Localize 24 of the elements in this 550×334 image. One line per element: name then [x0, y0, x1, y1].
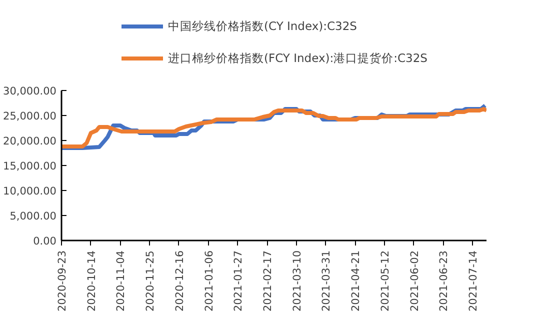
x-tick-label: 2020-12-16 [174, 250, 186, 312]
x-tick-label: 2021-02-17 [262, 250, 274, 312]
legend-label: 中国纱线价格指数(CY Index):C32S [168, 18, 357, 34]
x-tick-label: 2020-11-25 [144, 250, 157, 312]
legend-label: 进口棉纱价格指数(FCY Index):港口提货价:C32S [168, 50, 428, 66]
y-tick-label: 30,000.00 [3, 86, 57, 98]
x-tick-label: 2020-11-04 [115, 250, 128, 312]
x-tick-label: 2021-05-12 [379, 250, 392, 312]
y-tick-label: 0.00 [33, 236, 57, 248]
y-tick-label: 15,000.00 [3, 160, 57, 172]
x-tick-label: 2021-06-23 [438, 250, 450, 312]
x-tick-label: 2021-07-14 [468, 250, 480, 312]
x-tick-label: 2021-03-10 [291, 250, 304, 312]
x-tick-label: 2021-06-02 [408, 250, 421, 312]
x-tick-label: 2021-03-31 [320, 250, 333, 312]
y-tick-label: 20,000.00 [3, 136, 57, 148]
y-tick-label: 5,000.00 [10, 210, 57, 222]
y-tick-label: 10,000.00 [3, 186, 57, 198]
x-tick-label: 2021-04-21 [350, 250, 362, 312]
x-tick-label: 2020-10-14 [86, 250, 98, 312]
x-tick-label: 2021-01-06 [203, 250, 216, 312]
y-tick-label: 25,000.00 [3, 110, 57, 122]
x-tick-label: 2020-09-23 [56, 250, 68, 312]
x-tick-label: 2021-01-27 [232, 250, 245, 312]
